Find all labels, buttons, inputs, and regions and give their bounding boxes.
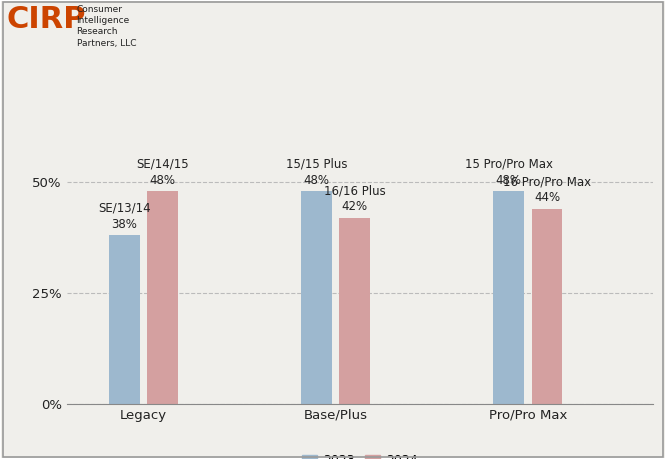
Legend: 2023, 2024: 2023, 2024 [297,449,422,459]
Text: Consumer
Intelligence
Research
Partners, LLC: Consumer Intelligence Research Partners,… [77,5,136,48]
Bar [531,209,562,404]
Text: 15/15 Plus
48%: 15/15 Plus 48% [286,157,347,186]
Bar [147,191,178,404]
Text: 16/16 Plus
42%: 16/16 Plus 42% [324,184,386,213]
Bar [494,191,524,404]
Text: CIRP: CIRP [7,5,86,34]
Bar [340,218,370,404]
Bar [301,191,332,404]
Text: SE/13/14
38%: SE/13/14 38% [98,202,151,231]
Text: SE/14/15
48%: SE/14/15 48% [137,157,189,186]
Text: 16 Pro/Pro Max
44%: 16 Pro/Pro Max 44% [503,175,591,204]
Bar [109,235,140,404]
Text: 15 Pro/Pro Max
48%: 15 Pro/Pro Max 48% [465,157,553,186]
